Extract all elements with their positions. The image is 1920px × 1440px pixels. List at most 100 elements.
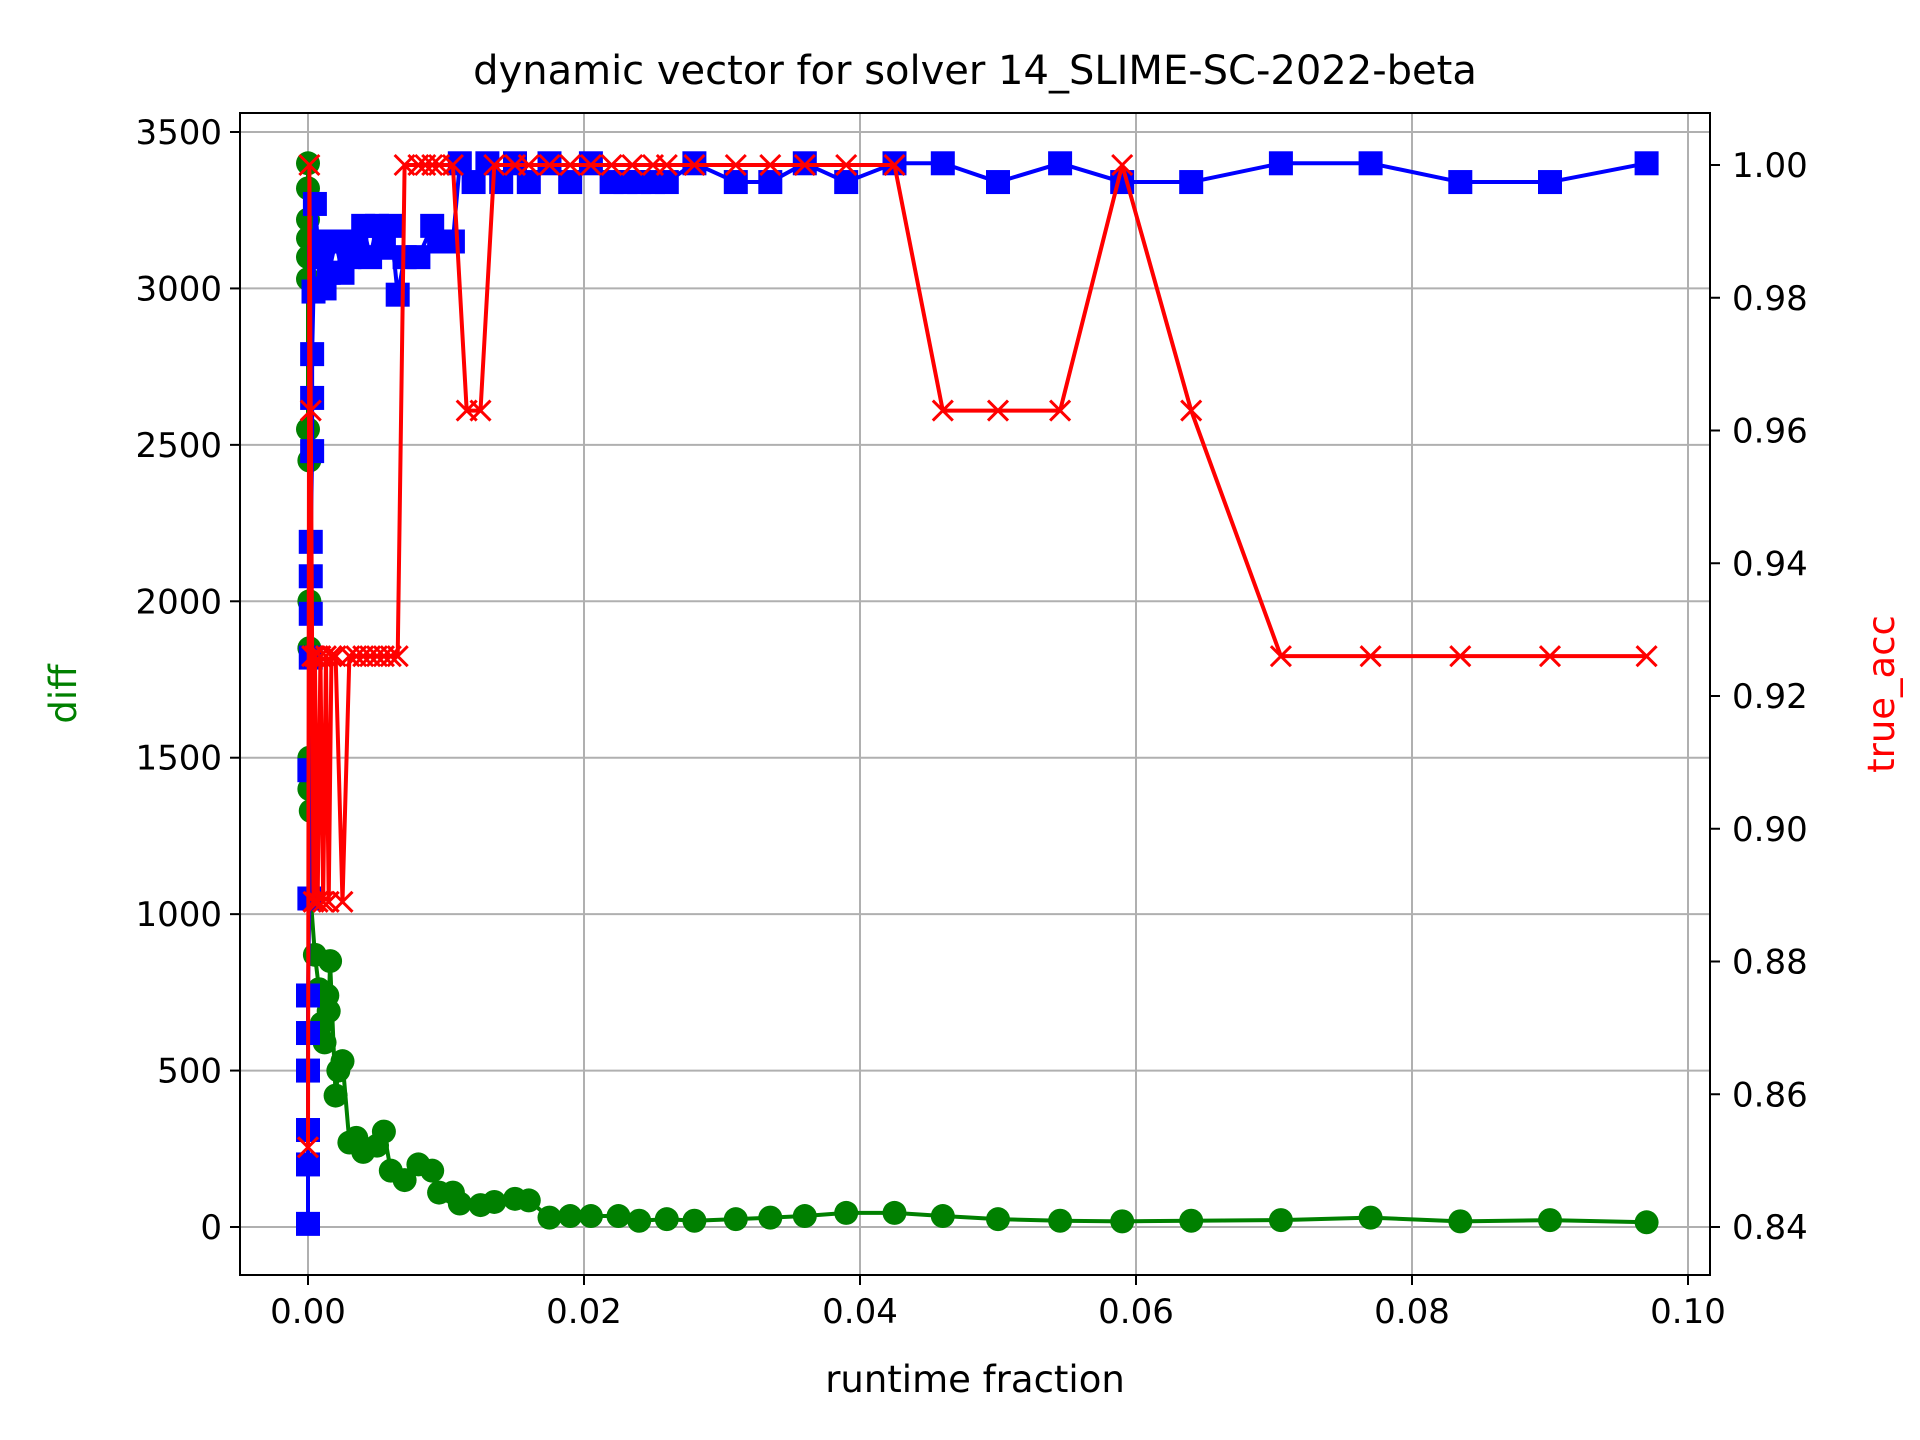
data-point: [1048, 1208, 1073, 1233]
data-point: [420, 1158, 445, 1183]
data-point: [1180, 399, 1203, 422]
data-point: [406, 245, 431, 270]
data-point: [986, 399, 1010, 422]
data-point: [1634, 151, 1659, 176]
data-point: [1358, 1205, 1383, 1230]
data-point: [621, 153, 644, 177]
data-point: [1179, 1208, 1204, 1233]
data-point: [440, 229, 465, 254]
data-point: [299, 399, 322, 422]
data-point: [1110, 1209, 1135, 1234]
data-point: [986, 1207, 1010, 1232]
data-point: [724, 153, 747, 177]
data-point: [1359, 645, 1382, 668]
data-point: [723, 1207, 748, 1232]
data-point: [1448, 170, 1473, 195]
y2-tick-label: 0.96: [1732, 412, 1808, 452]
data-point: [1448, 1209, 1473, 1234]
data-point: [759, 153, 782, 177]
data-point: [834, 1200, 859, 1225]
data-point: [537, 1205, 562, 1230]
data-point: [331, 890, 354, 913]
data-point: [371, 1119, 396, 1144]
x-tick-label: 0.02: [546, 1292, 622, 1332]
y-tick-label: 1500: [135, 739, 222, 779]
data-point: [883, 153, 906, 177]
data-point: [930, 1204, 955, 1229]
data-point: [298, 153, 321, 177]
data-point: [447, 1191, 472, 1216]
x-tick-label: 0.06: [1098, 1292, 1174, 1332]
y2-tick-label: 0.84: [1732, 1208, 1808, 1248]
gridlines: [240, 113, 1710, 1275]
data-point: [655, 153, 678, 177]
data-point: [371, 235, 396, 260]
data-point: [758, 1205, 783, 1230]
data-point: [1538, 1208, 1562, 1233]
data-point: [312, 890, 335, 913]
data-point: [1269, 645, 1292, 668]
data-point: [930, 151, 955, 176]
data-point: [559, 153, 582, 177]
data-point: [296, 1211, 320, 1236]
data-point: [385, 282, 410, 307]
data-point: [606, 1204, 631, 1229]
data-point: [1111, 153, 1134, 177]
data-point: [303, 645, 326, 668]
data-point: [1358, 151, 1383, 176]
data-point: [627, 1208, 652, 1233]
data-point: [683, 153, 706, 177]
y-tick-label: 3000: [135, 269, 222, 309]
series-line: [306, 163, 1647, 1148]
data-point: [1538, 645, 1562, 668]
y2-tick-label: 0.88: [1732, 943, 1808, 983]
y-tick-label: 0: [200, 1208, 222, 1248]
x-tick-label: 0.10: [1650, 1292, 1726, 1332]
data-point: [835, 153, 858, 177]
data-point: [320, 645, 343, 668]
y2-tick-label: 0.86: [1732, 1075, 1808, 1115]
data-point: [441, 153, 464, 177]
x-tick-label: 0.08: [1374, 1292, 1450, 1332]
data-point: [516, 1188, 541, 1213]
y2-axis-label: true_acc: [1860, 615, 1903, 773]
y-axis-label: diff: [42, 663, 85, 724]
data-point: [1268, 1208, 1293, 1233]
y-tick-label: 2000: [135, 582, 222, 622]
data-point: [469, 399, 492, 422]
data-point: [1634, 1210, 1659, 1235]
y-tick-label: 2500: [135, 426, 222, 466]
chart-title: dynamic vector for solver 14_SLIME-SC-20…: [473, 48, 1477, 94]
data-point: [379, 645, 402, 668]
data-point: [986, 170, 1010, 195]
data-point: [296, 1136, 320, 1159]
data-point: [392, 1168, 417, 1193]
data-point: [314, 645, 338, 668]
y2-tick-label: 0.90: [1732, 810, 1808, 850]
x-axis-label: runtime fraction: [825, 1358, 1125, 1401]
data-point: [792, 1204, 817, 1229]
data-point: [386, 645, 409, 668]
axis-ticks: 0.00 0.02 0.04 0.06 0.08 0.10 0 500 1000 1500 2000…: [135, 113, 1807, 1332]
x-tick-label: 0.04: [822, 1292, 898, 1332]
data-point: [538, 153, 561, 177]
y-tick-label: 500: [157, 1052, 222, 1092]
data-point: [1635, 645, 1658, 668]
data-point: [1049, 399, 1072, 422]
data-point: [378, 213, 403, 238]
data-point: [1048, 151, 1073, 176]
data-point: [558, 1204, 583, 1229]
data-point: [517, 153, 540, 177]
y-tick-label: 3500: [135, 113, 222, 153]
data-point: [316, 999, 341, 1024]
data-point: [323, 1083, 348, 1108]
y2-tick-label: 0.98: [1732, 279, 1808, 319]
y2-tick-label: 0.94: [1732, 544, 1808, 584]
data-point: [882, 1200, 907, 1225]
data-point: [1179, 170, 1204, 195]
y2-tick-label: 1.00: [1732, 146, 1808, 186]
data-point: [793, 153, 816, 177]
data-point: [330, 1049, 355, 1074]
